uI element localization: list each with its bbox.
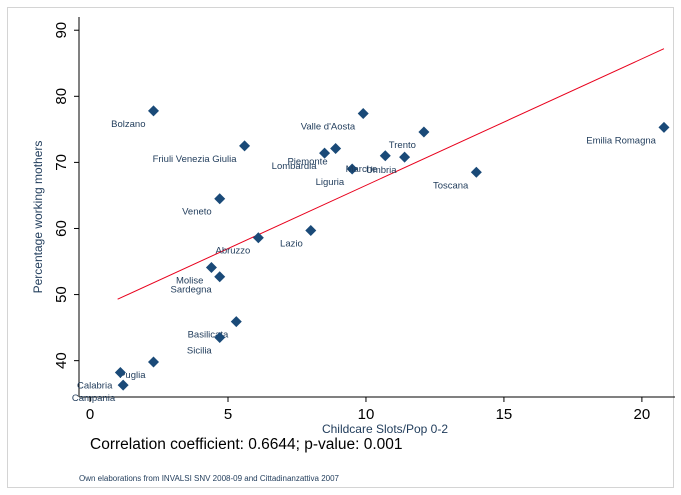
data-point [117, 379, 129, 391]
data-point-label: Sardegna [171, 285, 213, 296]
y-tick-label: 40 [53, 352, 70, 369]
data-point-label: Puglia [119, 370, 146, 381]
data-point [205, 261, 217, 273]
data-point-label: Marche [346, 164, 378, 175]
data-point-label: Bolzano [111, 119, 145, 130]
data-point-label: Friuli Venezia Giulia [153, 154, 238, 165]
data-point [330, 143, 342, 155]
data-point-label: Emilia Romagna [586, 135, 656, 146]
data-point [418, 126, 430, 138]
data-point [214, 332, 226, 344]
data-point [305, 224, 317, 236]
data-point-label: Valle d'Aosta [301, 121, 356, 132]
data-point-label: Trento [389, 140, 416, 151]
data-point-label: Calabria [77, 381, 113, 392]
x-tick-label: 0 [86, 406, 94, 423]
chart-frame [7, 7, 674, 488]
y-tick-label: 50 [53, 286, 70, 303]
x-tick-label: 10 [358, 406, 375, 423]
data-point-label: Piemonte [287, 157, 327, 168]
data-point [114, 367, 126, 379]
data-point [379, 150, 391, 162]
data-point [470, 166, 482, 178]
data-point-label: Molise [176, 275, 203, 286]
data-point-label: Sicilia [187, 346, 213, 357]
data-point [252, 232, 264, 244]
data-point [357, 107, 369, 119]
data-point-label: Abruzzo [215, 246, 250, 257]
data-point-label: Veneto [182, 207, 212, 218]
x-tick-label: 20 [634, 406, 651, 423]
y-axis-title: Percentage working mothers [31, 141, 45, 294]
data-point [214, 193, 226, 205]
data-point [214, 271, 226, 283]
correlation-text: Correlation coefficient: 0.6644; p-value… [90, 436, 403, 453]
y-tick-label: 70 [53, 154, 70, 171]
y-tick-label: 80 [53, 88, 70, 105]
data-point [346, 163, 358, 175]
data-point [230, 316, 242, 328]
data-point-label: Umbria [366, 165, 397, 176]
y-tick-label: 60 [53, 220, 70, 237]
data-point [239, 140, 251, 152]
data-point [658, 121, 670, 133]
source-note: Own elaborations from INVALSI SNV 2008-0… [79, 474, 339, 483]
x-axis-title: Childcare Slots/Pop 0-2 [322, 422, 448, 436]
data-point-label: Lazio [280, 238, 303, 249]
data-point [399, 151, 411, 163]
data-point-label: Lombardia [272, 161, 318, 172]
data-point [148, 105, 159, 117]
data-point [319, 147, 331, 159]
data-point-label: Basilicata [188, 330, 229, 341]
data-point-label: Liguria [316, 177, 345, 188]
data-point-label: Campania [72, 393, 116, 404]
x-tick-label: 15 [496, 406, 513, 423]
data-point [148, 356, 159, 368]
regression-line [117, 48, 665, 300]
y-tick-label: 90 [53, 22, 70, 39]
data-point-label: Toscana [433, 180, 469, 191]
x-tick-label: 5 [224, 406, 232, 423]
